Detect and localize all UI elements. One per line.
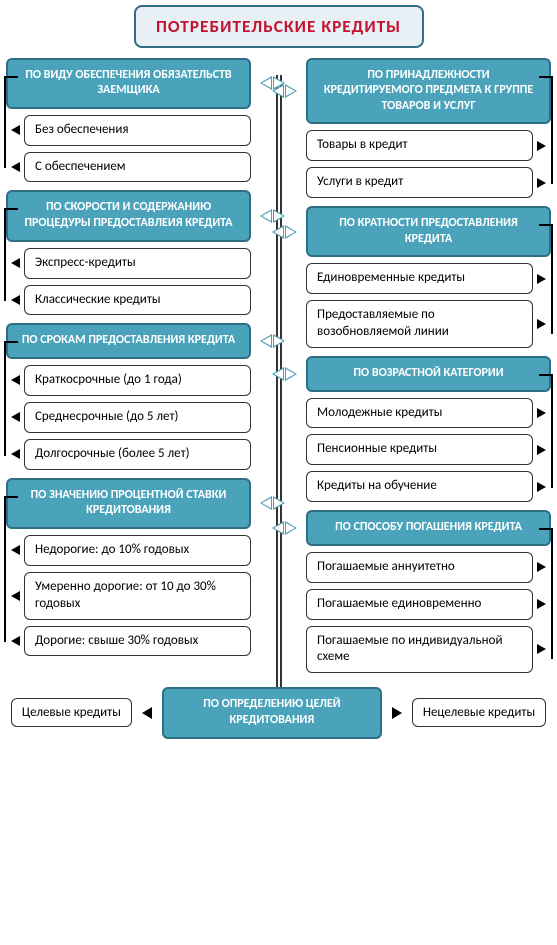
item-box: Классические кредиты (24, 285, 251, 316)
item-box: Долгосрочные (более 5 лет) (24, 439, 251, 470)
item-box: Погашаемые единовременно (306, 589, 533, 620)
item-box: Единовременные кредиты (306, 263, 533, 294)
item-box: Без обеспечения (24, 115, 251, 146)
double-arrow-icon (272, 367, 297, 381)
category-group: ПО СРОКАМ ПРЕДОСТАВЛЕНИЯ КРЕДИТА Краткоср… (6, 323, 251, 469)
category-group: ПО КРАТНОСТИ ПРЕДОСТАВЛЕНИЯ КРЕДИТА Едино… (306, 206, 551, 348)
diagram-title: ПОТРЕБИТЕЛЬСКИЕ КРЕДИТЫ (134, 5, 424, 48)
item-box: Экспресс-кредиты (24, 248, 251, 279)
category-group: ПО ВИДУ ОБЕСПЕЧЕНИЯ ОБЯЗАТЕЛЬСТВ ЗАЕМЩИК… (6, 58, 251, 183)
item-box: Пенсионные кредиты (306, 434, 533, 465)
category-group: ПО СПОСОБУ ПОГАШЕНИЯ КРЕДИТА Погашаемые а… (306, 510, 551, 673)
double-arrow-icon (272, 225, 297, 239)
category-box: ПО ВОЗРАСТНОЙ КАТЕГОРИИ (306, 356, 551, 392)
columns-wrapper: ПО ВИДУ ОБЕСПЕЧЕНИЯ ОБЯЗАТЕЛЬСТВ ЗАЕМЩИК… (0, 58, 557, 674)
category-box: ПО СКОРОСТИ И СОДЕРЖАНИЮ ПРОЦЕДУРЫ ПРЕДО… (6, 190, 251, 241)
category-group: ПО ЗНАЧЕНИЮ ПРОЦЕНТНОЙ СТАВКИ КРЕДИТОВАН… (6, 478, 251, 657)
item-box: С обеспечением (24, 152, 251, 183)
category-box: ПО КРАТНОСТИ ПРЕДОСТАВЛЕНИЯ КРЕДИТА (306, 206, 551, 257)
item-box: Умеренно дорогие: от 10 до 30% годовых (24, 572, 251, 620)
double-arrow-icon (260, 334, 285, 348)
item-box: Краткосрочные (до 1 года) (24, 365, 251, 396)
item-box: Дорогие: свыше 30% годовых (24, 626, 251, 657)
category-box: ПО ПРИНАДЛЕЖНОСТИ КРЕДИТИРУЕМОГО ПРЕДМЕТ… (306, 58, 551, 125)
item-box: Товары в кредит (306, 130, 533, 161)
item-box: Предоставляемые по возобновляемой линии (306, 300, 533, 348)
item-box: Среднесрочные (до 5 лет) (24, 402, 251, 433)
bottom-right-item: Нецелевые кредиты (412, 698, 546, 727)
item-box: Услуги в кредит (306, 167, 533, 198)
category-group: ПО ВОЗРАСТНОЙ КАТЕГОРИИ Молодежные кредит… (306, 356, 551, 502)
item-box: Молодежные кредиты (306, 398, 533, 429)
item-box: Кредиты на обучение (306, 471, 533, 502)
arrow-right-icon (392, 707, 402, 719)
double-arrow-icon (272, 84, 297, 98)
bottom-row: Целевые кредиты ПО ОПРЕДЕЛЕНИЮ ЦЕЛЕЙ КРЕ… (0, 687, 557, 738)
left-column: ПО ВИДУ ОБЕСПЕЧЕНИЯ ОБЯЗАТЕЛЬСТВ ЗАЕМЩИК… (6, 58, 251, 674)
category-box: ПО СРОКАМ ПРЕДОСТАВЛЕНИЯ КРЕДИТА (6, 323, 251, 359)
category-box: ПО СПОСОБУ ПОГАШЕНИЯ КРЕДИТА (306, 510, 551, 546)
category-box: ПО ЗНАЧЕНИЮ ПРОЦЕНТНОЙ СТАВКИ КРЕДИТОВАН… (6, 478, 251, 529)
right-column: ПО ПРИНАДЛЕЖНОСТИ КРЕДИТИРУЕМОГО ПРЕДМЕТ… (306, 58, 551, 674)
bottom-category: ПО ОПРЕДЕЛЕНИЮ ЦЕЛЕЙ КРЕДИТОВАНИЯ (162, 687, 382, 738)
item-box: Погашаемые аннуитетно (306, 552, 533, 583)
item-box: Погашаемые по индивидуальной схеме (306, 626, 533, 674)
bottom-left-item: Целевые кредиты (11, 698, 132, 727)
category-box: ПО ВИДУ ОБЕСПЕЧЕНИЯ ОБЯЗАТЕЛЬСТВ ЗАЕМЩИК… (6, 58, 251, 109)
double-arrow-icon (260, 496, 285, 510)
arrow-left-icon (142, 707, 152, 719)
item-box: Недорогие: до 10% годовых (24, 535, 251, 566)
double-arrow-icon (260, 209, 285, 223)
category-group: ПО ПРИНАДЛЕЖНОСТИ КРЕДИТИРУЕМОГО ПРЕДМЕТ… (306, 58, 551, 199)
double-arrow-icon (272, 521, 297, 535)
category-group: ПО СКОРОСТИ И СОДЕРЖАНИЮ ПРОЦЕДУРЫ ПРЕДО… (6, 190, 251, 315)
